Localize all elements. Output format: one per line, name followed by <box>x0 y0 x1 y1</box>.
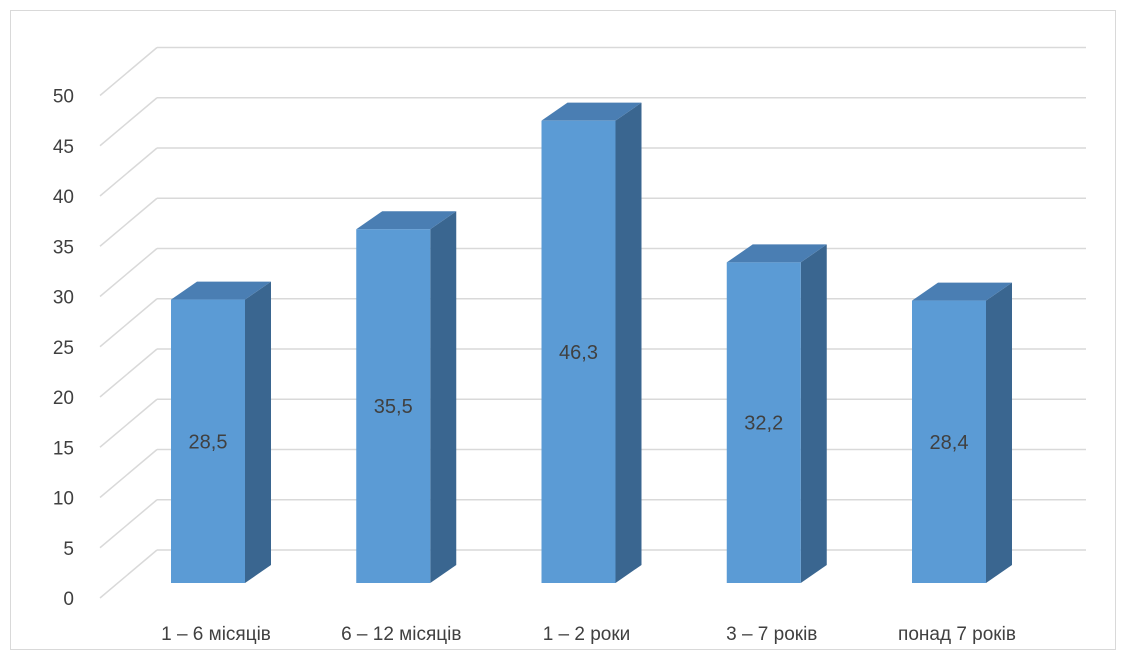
bar <box>356 229 431 583</box>
bar <box>912 300 986 583</box>
data-label: 28,5 <box>189 431 228 453</box>
gridline-side <box>99 46 158 97</box>
y-tick-label: 10 <box>53 489 74 510</box>
gridline-side <box>99 197 158 247</box>
data-label: 32,2 <box>744 413 783 435</box>
data-label: 46,3 <box>559 342 598 364</box>
bar-side <box>986 282 1012 583</box>
bar-side <box>245 281 271 583</box>
y-tick-label: 15 <box>53 438 74 459</box>
y-tick-label: 50 <box>53 87 74 108</box>
gridline-side <box>99 247 158 298</box>
gridline-side <box>99 499 158 549</box>
x-tick-label: 1 – 6 місяців <box>161 624 271 645</box>
bar-top <box>726 244 827 263</box>
bar-side <box>430 211 457 583</box>
y-tick-label: 45 <box>53 137 74 158</box>
x-tick-label: 3 – 7 років <box>726 624 817 645</box>
x-tick-label: понад 7 років <box>898 624 1016 645</box>
bar-side <box>615 102 642 583</box>
y-tick-label: 0 <box>63 589 74 610</box>
bar <box>171 299 245 583</box>
y-tick-label: 25 <box>53 338 74 359</box>
data-label: 28,4 <box>930 432 969 454</box>
gridline-side <box>99 549 158 599</box>
y-tick-label: 40 <box>53 187 74 208</box>
bar-top <box>356 211 457 230</box>
x-tick-label: 1 – 2 роки <box>543 624 631 645</box>
data-label: 35,5 <box>374 396 413 418</box>
bar-top <box>171 281 271 300</box>
gridline-side <box>99 97 158 147</box>
bar-side <box>800 244 827 583</box>
y-tick-label: 30 <box>53 288 74 309</box>
bar <box>726 262 801 583</box>
bar-top <box>541 102 642 121</box>
y-tick-label: 20 <box>53 388 74 409</box>
bar-top <box>912 282 1012 301</box>
gridline-side <box>99 448 158 499</box>
gridline-side <box>99 398 158 448</box>
gridline-side <box>99 298 158 348</box>
gridline-side <box>99 348 158 398</box>
gridline-side <box>99 147 158 197</box>
bar <box>541 120 616 583</box>
y-tick-label: 35 <box>53 237 74 258</box>
x-tick-label: 6 – 12 місяців <box>341 624 461 645</box>
y-tick-label: 5 <box>63 539 74 560</box>
